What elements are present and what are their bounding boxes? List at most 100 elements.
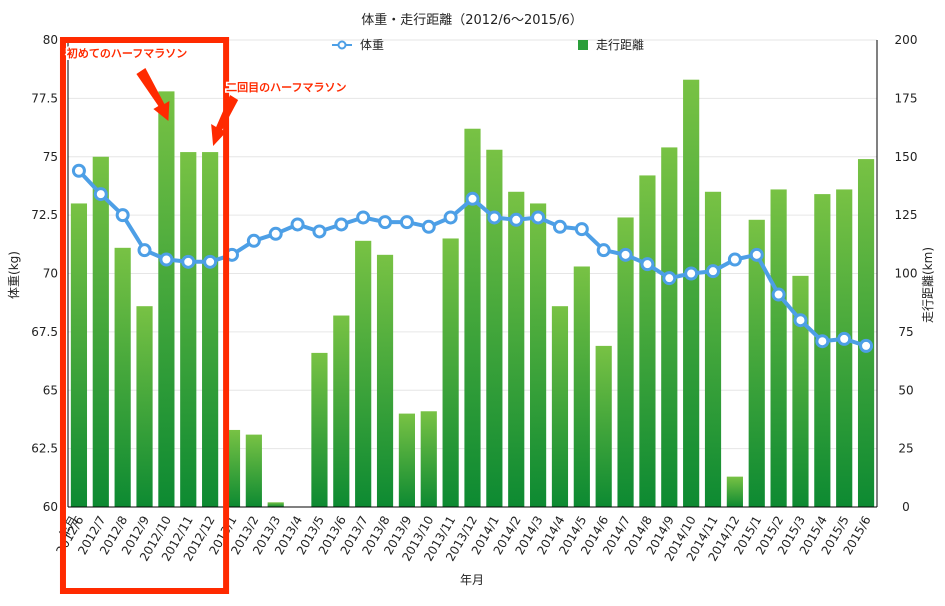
left-tick-label: 75	[43, 150, 58, 164]
chart-title: 体重・走行距離（2012/6〜2015/6）	[361, 12, 582, 28]
line-point	[71, 163, 86, 178]
right-axis-ticks: 0 25 50 75 100 125 150 175 200	[895, 33, 918, 514]
bar-series	[70, 79, 875, 508]
highlight-box	[59, 37, 230, 594]
bar	[508, 191, 525, 507]
bar	[158, 91, 175, 508]
bar	[202, 152, 219, 507]
bar	[442, 238, 459, 507]
bar	[114, 247, 131, 507]
legend: 体重 走行距離	[332, 38, 644, 52]
line-point	[137, 243, 152, 258]
right-tick-label: 125	[895, 208, 918, 222]
legend-line-marker	[337, 40, 347, 50]
bar	[617, 217, 634, 507]
bar	[814, 194, 831, 508]
legend-distance-label: 走行距離	[596, 38, 644, 52]
line-point	[771, 287, 786, 302]
annotation-arrow	[211, 95, 239, 146]
left-axis-label: 体重(kg)	[7, 251, 21, 299]
left-tick-label: 77.5	[31, 91, 58, 105]
bar	[420, 411, 437, 507]
left-tick-label: 67.5	[31, 325, 58, 339]
bar	[857, 159, 875, 507]
line-point	[421, 219, 436, 234]
line-series	[71, 163, 874, 353]
bar	[70, 203, 88, 507]
line-point	[334, 217, 349, 232]
line-point	[684, 266, 699, 281]
bar	[355, 240, 372, 507]
left-tick-label: 70	[43, 267, 58, 281]
axes	[67, 40, 878, 508]
line-point	[312, 224, 327, 239]
line-point	[749, 247, 764, 262]
right-tick-label: 0	[902, 500, 910, 514]
right-tick-label: 25	[898, 442, 913, 456]
line-point	[465, 191, 480, 206]
bar	[770, 189, 787, 507]
line-point	[596, 243, 611, 258]
bar	[661, 147, 678, 507]
left-tick-label: 72.5	[31, 208, 58, 222]
left-tick-label: 62.5	[31, 442, 58, 456]
line-point	[443, 210, 458, 225]
line-point	[837, 331, 852, 346]
bar	[595, 345, 612, 507]
bar	[333, 315, 350, 507]
line-point	[181, 254, 196, 269]
bar	[245, 434, 262, 507]
line-point	[93, 187, 108, 202]
line-point	[290, 217, 305, 232]
x-axis-label: 年月	[460, 573, 484, 587]
bar	[704, 191, 722, 507]
line-point	[618, 247, 633, 262]
line-point	[552, 219, 567, 234]
bar	[836, 189, 853, 507]
bar	[530, 203, 547, 507]
bar	[464, 128, 481, 508]
line-point	[399, 215, 414, 230]
annotation-arrow	[136, 68, 170, 121]
right-tick-label: 200	[895, 33, 918, 47]
line-point	[662, 271, 677, 286]
bar	[486, 149, 503, 507]
line-point	[793, 313, 808, 328]
right-tick-label: 175	[895, 91, 918, 105]
legend-bar-swatch	[578, 40, 588, 50]
bar	[726, 476, 743, 507]
right-tick-label: 50	[898, 383, 913, 397]
line-point	[531, 210, 546, 225]
right-tick-label: 150	[895, 150, 918, 164]
left-tick-label: 80	[43, 33, 58, 47]
bar	[92, 156, 109, 507]
line-point	[268, 226, 283, 241]
left-tick-label: 60	[43, 500, 58, 514]
bar	[398, 413, 415, 507]
bar	[573, 266, 590, 507]
line-point	[487, 210, 502, 225]
line-point	[859, 338, 874, 353]
line-point	[640, 257, 655, 272]
bar	[683, 79, 700, 507]
line-point	[159, 252, 174, 267]
line-point	[203, 254, 218, 269]
bar	[551, 306, 569, 507]
bar	[748, 219, 765, 508]
bar	[267, 502, 284, 507]
right-tick-label: 100	[895, 267, 918, 281]
bar	[792, 275, 809, 507]
legend-weight-label: 体重	[360, 38, 384, 52]
line-point	[509, 212, 524, 227]
line-point	[574, 222, 589, 237]
line-point	[727, 252, 742, 267]
bar	[180, 152, 197, 507]
bar	[376, 254, 394, 507]
annotation-second-half-marathon: 二回目のハーフマラソン	[226, 80, 346, 94]
line-point	[115, 208, 130, 223]
x-axis-ticks: 年月2012/62012/72012/82012/92012/102012/11…	[53, 514, 873, 564]
right-axis-label: 走行距離(km)	[921, 247, 935, 323]
left-axis-ticks: 60 62.5 65 67.5 70 72.5 75 77.5 80	[31, 33, 58, 514]
